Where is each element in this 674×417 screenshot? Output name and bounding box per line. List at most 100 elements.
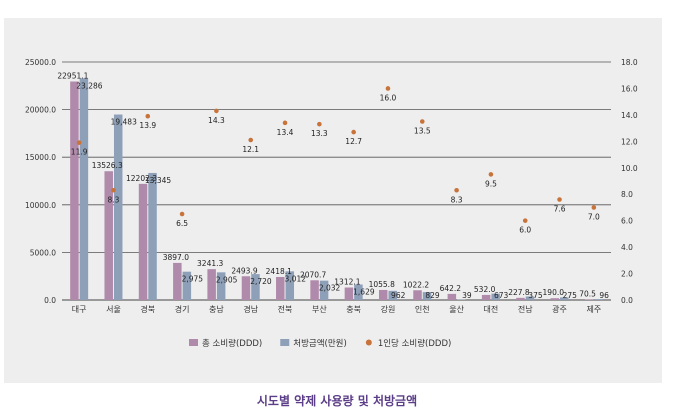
data-label-total: 70.5 xyxy=(579,289,596,298)
bar-prescription-amount xyxy=(525,296,535,300)
data-label-total: 1312.1 xyxy=(334,278,360,287)
dot-per-capita xyxy=(248,137,254,143)
data-label-total: 12202.3 xyxy=(126,174,157,183)
bar-total-consumption xyxy=(413,290,422,300)
dot-per-capita xyxy=(385,86,391,91)
legend-swatch xyxy=(189,339,198,346)
data-label-amount: 962 xyxy=(391,291,406,300)
bar-prescription-amount xyxy=(319,280,329,300)
dot-per-capita xyxy=(557,197,562,202)
data-label-amount: 2,975 xyxy=(182,275,204,284)
data-label-per-capita: 7.6 xyxy=(554,205,566,214)
x-tick-label: 충북 xyxy=(346,305,361,314)
y2-tick-label: 16.0 xyxy=(621,84,638,93)
dot-per-capita xyxy=(591,205,597,210)
x-tick-label: 경기 xyxy=(175,304,190,314)
data-label-amount: 23,286 xyxy=(76,81,102,90)
dot-per-capita xyxy=(76,140,82,145)
bar-prescription-amount xyxy=(182,271,192,300)
y-tick-label: 20000.0 xyxy=(25,106,56,115)
data-label-total: 190.0 xyxy=(543,288,565,297)
y-tick-label: 25000.0 xyxy=(25,58,56,67)
y2-tick-label: 8.0 xyxy=(621,190,633,199)
data-label-total: 22951.1 xyxy=(57,72,88,81)
y2-tick-label: 4.0 xyxy=(621,243,633,252)
legend-label: 1인당 소비량(DDD) xyxy=(378,338,451,349)
x-tick-label: 충남 xyxy=(209,305,224,314)
x-tick-label: 강원 xyxy=(381,304,396,314)
x-tick-label: 인천 xyxy=(415,304,430,314)
data-label-amount: 39 xyxy=(462,291,472,300)
x-tick-label: 경남 xyxy=(243,304,258,314)
y-tick-label: 0.0 xyxy=(44,296,56,305)
y2-tick-label: 2.0 xyxy=(621,270,633,279)
data-label-per-capita: 6.0 xyxy=(519,226,531,235)
data-label-total: 1022.2 xyxy=(403,280,429,289)
dot-per-capita xyxy=(282,120,288,126)
bar-prescription-amount xyxy=(251,274,260,300)
chart-canvas: 0.0 5000.0 10000.0 15000.0 20000.0 25000.0 0.0… xyxy=(25,58,638,349)
data-label-amount: 19,483 xyxy=(111,118,137,127)
dot-per-capita xyxy=(522,218,528,223)
chart-title: 시도별 약제 사용량 및 처방금액 xyxy=(256,394,418,408)
bar-total-consumption xyxy=(584,299,594,300)
bar-total-consumption xyxy=(550,298,560,300)
x-tick-label: 서울 xyxy=(106,305,121,314)
x-tick-label: 울산 xyxy=(449,304,464,314)
data-label-total: 1055.8 xyxy=(369,280,395,289)
data-label-total: 532.0 xyxy=(474,285,496,294)
y2-tick-label: 18.0 xyxy=(621,58,638,67)
dot-per-capita xyxy=(214,108,219,114)
bar-total-consumption xyxy=(241,276,251,300)
data-label-amount: 96 xyxy=(599,291,609,300)
bar-prescription-amount xyxy=(354,284,363,300)
data-label-per-capita: 8.3 xyxy=(108,195,120,204)
x-tick-label: 대전 xyxy=(484,304,499,314)
bar-total-consumption xyxy=(173,262,182,300)
bar-total-consumption xyxy=(104,171,113,300)
bar-prescription-amount xyxy=(422,292,432,300)
data-label-per-capita: 13.3 xyxy=(311,129,328,138)
dot-per-capita xyxy=(351,129,356,135)
bar-total-consumption xyxy=(138,183,148,300)
bar-total-consumption xyxy=(344,287,354,300)
data-label-per-capita: 6.5 xyxy=(176,219,188,228)
data-label-per-capita: 13.9 xyxy=(139,121,156,130)
x-tick-label: 제주 xyxy=(586,305,601,314)
bar-prescription-amount xyxy=(560,297,569,300)
data-label-per-capita: 12.7 xyxy=(345,137,362,146)
y2-tick-label: 12.0 xyxy=(621,137,638,146)
x-tick-label: 전북 xyxy=(278,304,293,314)
data-label-per-capita: 11.9 xyxy=(71,148,88,157)
data-label-amount: 2,720 xyxy=(250,277,272,286)
data-label-amount: 673 xyxy=(494,291,509,300)
x-tick-label: 경북 xyxy=(140,304,155,314)
x-tick-label: 부산 xyxy=(312,304,327,314)
legend-label: 총 소비량(DDD) xyxy=(202,338,262,349)
x-tick-label: 전남 xyxy=(518,304,533,314)
data-label-per-capita: 16.0 xyxy=(380,93,397,102)
data-label-per-capita: 13.5 xyxy=(414,127,431,136)
y2-tick-label: 14.0 xyxy=(621,111,638,120)
data-label-per-capita: 7.0 xyxy=(588,212,600,221)
x-tick-label: 대구 xyxy=(72,305,87,314)
dot-per-capita xyxy=(145,113,151,119)
data-label-total: 2418.1 xyxy=(266,267,292,276)
dot-per-capita xyxy=(317,121,322,127)
data-label-per-capita: 12.1 xyxy=(242,145,259,154)
y2-tick-label: 6.0 xyxy=(621,217,633,226)
bar-prescription-amount xyxy=(113,114,123,300)
data-label-amount: 3,012 xyxy=(285,274,307,283)
data-label-total: 227.8 xyxy=(508,288,530,297)
data-label-amount: 375 xyxy=(528,291,543,300)
bar-prescription-amount xyxy=(388,290,397,300)
y-tick-label: 15000.0 xyxy=(25,153,56,162)
bar-total-consumption xyxy=(481,294,491,300)
data-label-total: 3241.3 xyxy=(197,259,223,268)
dot-per-capita xyxy=(454,187,459,193)
data-label-amount: 2,905 xyxy=(216,275,238,284)
dot-per-capita xyxy=(111,187,116,193)
data-label-amount: 829 xyxy=(425,291,440,300)
legend-swatch xyxy=(280,339,290,346)
bar-prescription-amount xyxy=(594,299,603,300)
